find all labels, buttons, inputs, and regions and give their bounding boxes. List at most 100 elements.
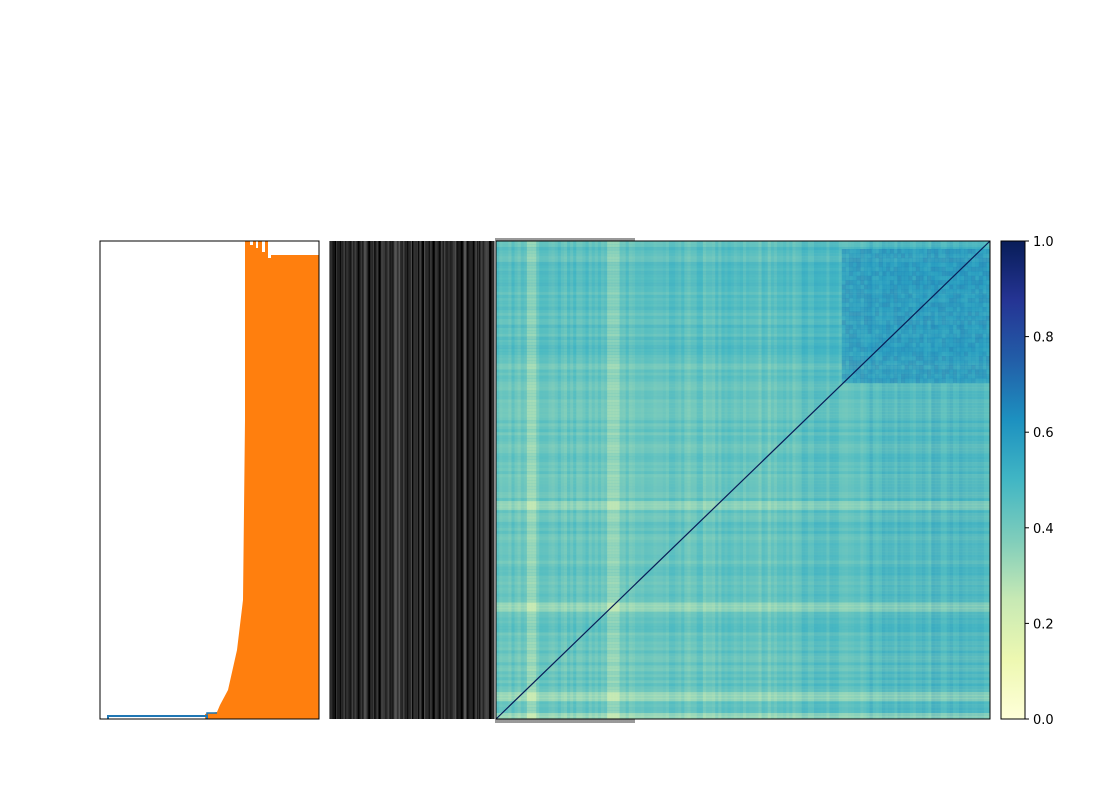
- heatmap-row-bands: [496, 241, 990, 720]
- heatmap-cell: [978, 320, 983, 326]
- heatmap-cell: [841, 320, 846, 326]
- heatmap-cell: [978, 364, 983, 370]
- heatmap-cell: [845, 262, 850, 268]
- heatmap-column: [770, 241, 775, 719]
- heatmap-cell: [978, 249, 983, 254]
- heatmap-cell: [923, 373, 928, 379]
- heatmap-cell: [934, 262, 939, 268]
- heatmap-cell: [867, 360, 872, 366]
- heatmap-panel: [495, 238, 991, 723]
- heatmap-cell: [882, 284, 887, 290]
- heatmap-cell: [860, 342, 865, 348]
- heatmap-row: [496, 512, 990, 517]
- heatmap-cell: [938, 275, 943, 281]
- heatmap-cell: [927, 356, 932, 361]
- heatmap-cell: [864, 275, 869, 281]
- heatmap-row: [496, 324, 990, 329]
- heatmap-cell: [897, 333, 902, 339]
- heatmap-cell: [975, 266, 980, 272]
- heatmap-cell: [886, 364, 891, 370]
- heatmap-column: [523, 241, 528, 719]
- heatmap-cell: [904, 311, 909, 317]
- heatmap-cell: [986, 262, 991, 268]
- heatmap-cell: [897, 249, 902, 254]
- heatmap-cell: [886, 369, 891, 375]
- heatmap-cell: [875, 315, 880, 321]
- heatmap-cell: [871, 275, 876, 281]
- heatmap-row: [496, 273, 990, 278]
- heatmap-cell: [956, 378, 961, 384]
- heatmap-cell: [927, 333, 932, 339]
- heatmap-cell: [904, 378, 909, 384]
- heatmap-cell: [923, 271, 928, 277]
- heatmap-cell: [930, 262, 935, 268]
- heatmap-cell: [849, 342, 854, 348]
- heatmap-column: [616, 241, 620, 719]
- heatmap-row: [496, 488, 990, 493]
- heatmap-column: [912, 241, 917, 719]
- heatmap-column: [971, 241, 975, 719]
- heatmap-cell: [904, 249, 909, 254]
- heatmap-cell: [860, 293, 865, 299]
- heatmap-cell: [964, 284, 969, 290]
- heatmap-cell: [845, 253, 850, 259]
- heatmap-cell: [964, 342, 969, 348]
- heatmap-cell: [923, 338, 928, 343]
- heatmap-column: [743, 241, 747, 719]
- heatmap-cell: [975, 378, 980, 384]
- heatmap-cell: [860, 378, 865, 384]
- heatmap-cell: [915, 329, 920, 335]
- heatmap-cell: [964, 289, 969, 294]
- heatmap-cell: [901, 324, 906, 330]
- heatmap-cell: [901, 298, 906, 303]
- heatmap-cell: [919, 324, 924, 330]
- heatmap-cell: [952, 347, 957, 352]
- heatmap-cell: [978, 262, 983, 268]
- heatmap-cell: [934, 293, 939, 299]
- heatmap-cell: [860, 364, 865, 370]
- heatmap-cell: [975, 360, 980, 366]
- heatmap-cell: [949, 262, 954, 268]
- heatmap-cell: [952, 320, 957, 326]
- heatmap-cell: [956, 289, 961, 294]
- heatmap-cell: [986, 347, 991, 352]
- heatmap-cell: [941, 315, 946, 321]
- heatmap-cell: [967, 324, 972, 330]
- heatmap-cell: [875, 311, 880, 317]
- heatmap-cell: [941, 275, 946, 281]
- heatmap-cell: [901, 284, 906, 290]
- heatmap-cell: [930, 311, 935, 317]
- heatmap-cell: [986, 293, 991, 299]
- heatmap-cell: [986, 369, 991, 375]
- heatmap-cell: [852, 280, 857, 285]
- heatmap-cell: [975, 342, 980, 348]
- heatmap-cell: [986, 364, 991, 370]
- heatmap-cell: [878, 249, 883, 254]
- heatmap-row: [496, 261, 990, 266]
- heatmap-cell: [982, 298, 987, 303]
- heatmap-cell: [893, 324, 898, 330]
- heatmap-row: [496, 674, 990, 678]
- heatmap-column: [851, 241, 855, 719]
- heatmap-row: [496, 270, 990, 275]
- heatmap-cell: [845, 289, 850, 294]
- heatmap-cell: [864, 284, 869, 290]
- heatmap-cell: [882, 266, 887, 272]
- heatmap-cell: [901, 289, 906, 294]
- heatmap-cell: [882, 307, 887, 312]
- heatmap-column: [776, 241, 781, 719]
- heatmap-cell: [889, 293, 894, 299]
- heatmap-cell: [882, 378, 887, 384]
- heatmap-cell: [952, 271, 957, 277]
- heatmap-cell: [956, 257, 961, 263]
- heatmap-cell: [845, 364, 850, 370]
- heatmap-cell: [912, 364, 917, 370]
- heatmap-cell: [945, 333, 950, 339]
- heatmap-column: [653, 241, 657, 719]
- heatmap-cell: [845, 373, 850, 379]
- heatmap-cell: [938, 315, 943, 321]
- heatmap-cell: [971, 364, 976, 370]
- heatmap-cell: [901, 364, 906, 370]
- heatmap-cell: [912, 320, 917, 326]
- heatmap-cell: [852, 333, 857, 339]
